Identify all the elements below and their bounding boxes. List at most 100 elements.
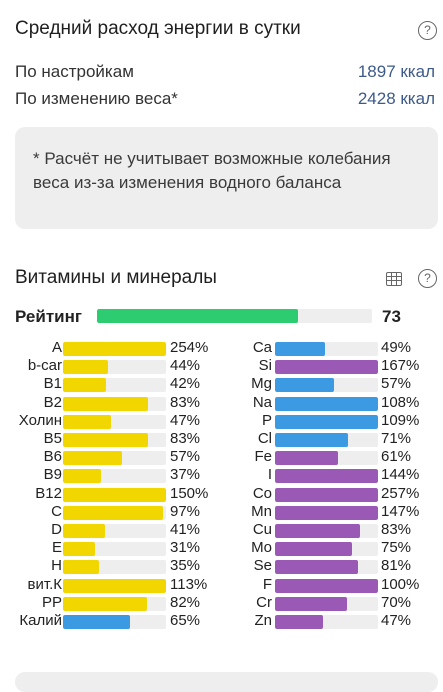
table-view-icon[interactable] [386, 272, 402, 286]
nutrient-name: b-car [27, 357, 62, 375]
nutrient-percent: 57% [170, 448, 201, 466]
nutrient-bar-fill [275, 469, 378, 484]
nutrient-name: B1 [43, 375, 62, 393]
nutrient-percent: 257% [381, 484, 420, 502]
nutrient-percent: 71% [381, 430, 412, 447]
energy-row-value: 2428 ккал [357, 89, 435, 108]
nutrient-bar-fill [275, 615, 324, 629]
nutrient-bar [275, 542, 378, 557]
vitamins-title: Витамины и минералы [15, 267, 217, 288]
nutrient-name: Fe [254, 448, 272, 466]
nutrient-name: Cu [252, 521, 272, 538]
vitamins-help-icon[interactable]: ? [418, 269, 437, 288]
nutrient-bar-fill [63, 596, 148, 611]
nutrient-bar [275, 451, 378, 466]
nutrient-bar [275, 596, 378, 611]
nutrient-percent: 75% [381, 539, 412, 557]
nutrient-name: P [261, 411, 272, 429]
nutrient-bar-fill [275, 596, 348, 611]
nutrient-percent: 47% [170, 411, 201, 429]
nutrient-bar [63, 615, 166, 629]
nutrient-percent: 42% [170, 375, 201, 393]
nutrient-bar [63, 360, 166, 375]
nutrient-percent: 83% [170, 393, 201, 411]
nutrient-name: Cl [257, 430, 272, 447]
nutrient-percent: 100% [381, 575, 420, 593]
nutrient-name: Na [252, 393, 272, 411]
nutrient-bar [63, 596, 166, 611]
nutrient-percent: 83% [381, 521, 412, 538]
nutrient-name: B12 [35, 484, 62, 502]
nutrient-name: вит.К [27, 575, 62, 593]
nutrient-bar-fill [63, 469, 102, 484]
nutrient-percent: 97% [170, 502, 201, 520]
nutrient-bar-fill [275, 451, 338, 466]
nutrient-bar [63, 505, 166, 520]
nutrient-name: F [262, 575, 272, 593]
nutrient-percent: 113% [170, 575, 208, 593]
nutrient-bar [275, 615, 378, 629]
rating-bar [97, 309, 372, 323]
nutrient-bar-fill [275, 360, 378, 375]
energy-row-value: 1897 ккал [357, 62, 435, 81]
nutrient-name: Zn [254, 612, 272, 629]
energy-help-icon[interactable]: ? [418, 21, 437, 40]
nutrient-percent: 82% [170, 593, 201, 611]
nutrient-bar-fill [63, 560, 100, 575]
nutrient-percent: 49% [381, 339, 412, 356]
nutrient-bar [275, 487, 378, 502]
rating-label: Рейтинг [15, 307, 82, 326]
nutrient-percent: 57% [381, 375, 412, 393]
nutrient-percent: 83% [170, 430, 201, 447]
nutrient-bar-fill [63, 615, 130, 629]
nutrient-name: B9 [43, 466, 62, 484]
nutrient-bar-fill [63, 396, 149, 411]
nutrient-percent: 44% [170, 357, 201, 375]
nutrient-bar [275, 560, 378, 575]
nutrient-bar-fill [63, 342, 166, 356]
nutrient-bar [63, 560, 166, 575]
nutrient-bar [63, 433, 166, 447]
nutrient-name: I [267, 466, 272, 484]
energy-row-label: По изменению веса* [15, 89, 178, 108]
nutrient-name: H [51, 557, 62, 575]
nutrient-percent: 41% [170, 521, 201, 538]
energy-note-text: * Расчёт не учитывает возможные колебани… [33, 149, 391, 192]
nutrient-bar-fill [63, 433, 149, 447]
nutrient-bar-fill [275, 378, 334, 393]
nutrient-percent: 147% [381, 502, 420, 520]
nutrient-bar [275, 360, 378, 375]
nutrient-bar [63, 469, 166, 484]
nutrient-name: Mo [251, 539, 272, 557]
nutrient-bar-fill [275, 524, 361, 538]
nutrient-name: Холин [18, 411, 62, 429]
nutrient-bar-fill [275, 487, 378, 502]
nutrient-bar-fill [63, 505, 163, 520]
nutrient-bar-fill [63, 414, 112, 429]
nutrient-percent: 47% [381, 612, 412, 629]
nutrient-bar [275, 578, 378, 593]
nutrient-bar [63, 451, 166, 466]
nutrient-name: Si [258, 357, 272, 375]
nutrient-name: D [51, 521, 62, 538]
nutrient-bar-fill [63, 378, 107, 393]
nutrient-bar [63, 378, 166, 393]
nutrient-bar [63, 524, 166, 538]
nutrient-bar-fill [63, 578, 166, 593]
nutrient-percent: 167% [381, 357, 420, 375]
nutrient-bar [275, 396, 378, 411]
energy-note-card: * Расчёт не учитывает возможные колебани… [15, 127, 438, 229]
energy-title: Средний расход энергии в сутки [15, 18, 301, 39]
next-card [15, 672, 438, 692]
nutrient-name: Cr [256, 593, 272, 611]
nutrient-name: E [51, 539, 62, 557]
nutrient-bar-fill [275, 542, 353, 557]
nutrient-bar-fill [275, 396, 378, 411]
nutrient-bar [63, 487, 166, 502]
nutrient-bar [275, 433, 378, 447]
nutrient-percent: 150% [170, 484, 209, 502]
nutrient-bar-fill [63, 524, 106, 538]
nutrient-bar-fill [275, 414, 378, 429]
nutrient-bar [63, 414, 166, 429]
nutrient-percent: 109% [381, 411, 420, 429]
